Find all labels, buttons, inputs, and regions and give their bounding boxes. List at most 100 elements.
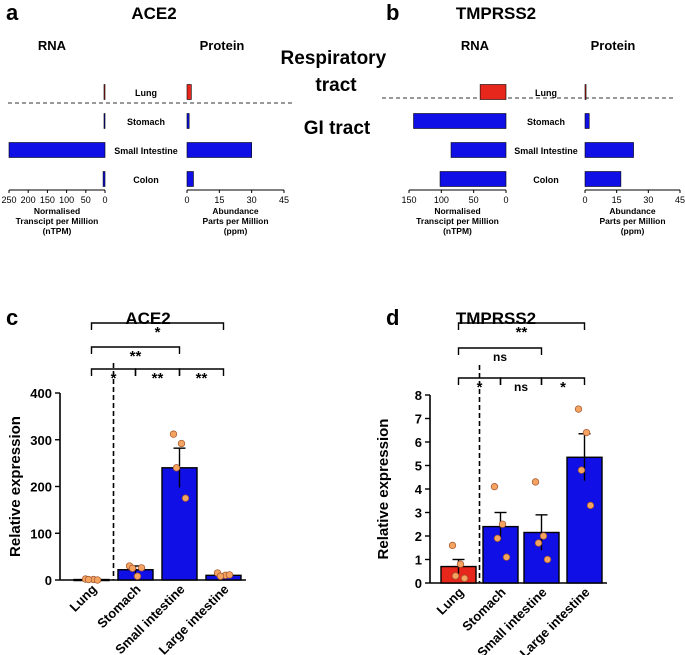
panel-c-y-tick-label: 0: [45, 573, 52, 588]
panel-a-protein-axis-label: Abundance: [212, 206, 259, 216]
panel-c-significance-label: *: [155, 324, 161, 341]
panel-d-data-point: [539, 532, 548, 540]
panel-a-title: ACE2: [131, 4, 176, 23]
panel-b-rna-bar: [479, 84, 507, 100]
panel-d-data-point: [582, 428, 591, 437]
panel-a-rna-axis-label: (nTPM): [43, 226, 72, 236]
panel-d-data-point: [456, 560, 465, 568]
panel-a-rna-bar: [102, 171, 106, 187]
panel-d-data-point: [502, 553, 511, 561]
panel-b-category-label: Stomach: [527, 117, 565, 127]
panel-a-rna-tick-label: 200: [21, 195, 36, 205]
panel-a-protein-bar: [186, 113, 190, 129]
panel-d-data-point: [448, 541, 457, 550]
panel-a-protein-header: Protein: [200, 38, 245, 53]
panel-b-protein-tick-label: 30: [643, 195, 653, 205]
panel-c-data-point: [169, 430, 178, 438]
panel-b-protein-bar: [584, 142, 634, 158]
panel-b-protein-tick-label: 0: [582, 195, 587, 205]
panel-b-protein-axis-label: (ppm): [621, 226, 645, 236]
panel-d-significance-bracket: [457, 322, 586, 330]
panel-d-y-tick-label: 6: [415, 435, 422, 450]
panel-a-rna-tick-label: 250: [1, 195, 16, 205]
panel-c-y-tick-label: 300: [30, 433, 52, 448]
panel-c-data-point: [225, 571, 234, 579]
panel-d-y-tick-label: 8: [415, 388, 422, 403]
panel-b-title: TMPRSS2: [456, 4, 536, 23]
panel-d-significance-label: ns: [514, 380, 528, 394]
panel-b-rna-tick-label: 150: [401, 195, 416, 205]
panel-c-significance-bracket: [178, 368, 225, 376]
panel-b-protein-axis-label: Abundance: [609, 206, 656, 216]
panel-c-significance-label: **: [196, 370, 208, 387]
panel-d-letter: d: [386, 305, 399, 330]
panel-d-y-tick-label: 7: [415, 412, 422, 427]
panel-a-protein-bar: [186, 171, 194, 187]
panel-d-data-point: [534, 539, 543, 547]
panel-c-y-tick-label: 200: [30, 480, 52, 495]
panel-a-rna-tick-label: 100: [59, 195, 74, 205]
panel-b-protein-header: Protein: [591, 38, 636, 53]
panel-c-y-axis-label: Relative expression: [7, 416, 24, 557]
panel-b-rna-tick-label: 100: [434, 195, 449, 205]
panel-b-rna-tick-label: 50: [469, 195, 479, 205]
panel-a-rna-bar: [8, 142, 106, 158]
panel-d-data-point: [531, 478, 540, 486]
panel-c-data-point: [177, 439, 186, 448]
panel-c-category-label: Lung: [67, 581, 100, 614]
panel-a-protein-bar: [186, 142, 252, 158]
panel-a-rna-tick-label: 150: [40, 195, 55, 205]
panel-d-y-tick-label: 4: [415, 482, 423, 497]
panel-c-significance-label: **: [152, 370, 164, 387]
panel-d-data-point: [543, 555, 552, 564]
panel-c-y-tick-label: 400: [30, 386, 52, 401]
panel-a-rna-axis-label: Normalised: [34, 206, 80, 216]
panel-d-significance-label: *: [560, 379, 566, 396]
panel-a-rna-axis-label: Transcipt per Million: [16, 216, 99, 226]
panel-b-category-label: Small Intestine: [514, 146, 578, 156]
panel-d-data-point: [574, 405, 583, 413]
panel-b-rna-bar: [413, 113, 507, 129]
panel-b-letter: b: [386, 0, 399, 25]
panel-c-data-point: [128, 564, 137, 572]
panel-a-protein-tick-label: 45: [279, 195, 289, 205]
panel-c-data-point: [93, 576, 102, 584]
panel-c-data-point: [172, 464, 181, 472]
panel-a-rna-bar: [103, 113, 106, 129]
panel-a-protein-axis-label: (ppm): [224, 226, 248, 236]
panel-b-rna-bar: [439, 171, 507, 187]
panel-d-significance-bracket: [540, 377, 586, 385]
gi-tract-label: GI tract: [304, 118, 371, 139]
panel-d-y-axis-label: Relative expression: [375, 419, 392, 560]
panel-c-data-point: [133, 572, 142, 580]
panel-b-protein-bar: [584, 171, 622, 187]
panel-b-rna-bar: [450, 142, 507, 158]
panel-c-letter: c: [6, 305, 18, 330]
panel-d-data-point: [460, 574, 469, 582]
panel-d-significance-label: ns: [493, 350, 507, 364]
panel-b-protein-tick-label: 15: [612, 195, 622, 205]
panel-b-protein-axis-label: Parts per Million: [599, 216, 665, 226]
panel-a-protein-tick-label: 15: [214, 195, 224, 205]
panel-b-category-label: Lung: [535, 88, 557, 98]
panel-a-rna-tick-label: 0: [102, 195, 107, 205]
panel-c-data-point: [84, 575, 93, 584]
panel-a-protein-bar: [186, 84, 192, 100]
panel-a-category-label: Stomach: [127, 117, 165, 127]
panel-d-data-point: [586, 501, 595, 510]
panel-b-rna-axis-label: (nTPM): [443, 226, 472, 236]
panel-a-rna-header: RNA: [38, 38, 67, 53]
panel-b-protein-bar: [584, 84, 587, 100]
panel-c-data-point: [216, 572, 225, 580]
panel-d-data-point: [577, 466, 586, 474]
panel-d-data-point: [498, 520, 507, 528]
panel-d-bar: [523, 531, 560, 584]
panel-a-rna-bar: [103, 84, 106, 100]
panel-b-protein-bar: [584, 113, 590, 129]
panel-b-rna-header: RNA: [461, 38, 490, 53]
panel-a-protein-tick-label: 30: [247, 195, 257, 205]
panel-c-significance-bracket: [90, 322, 225, 330]
